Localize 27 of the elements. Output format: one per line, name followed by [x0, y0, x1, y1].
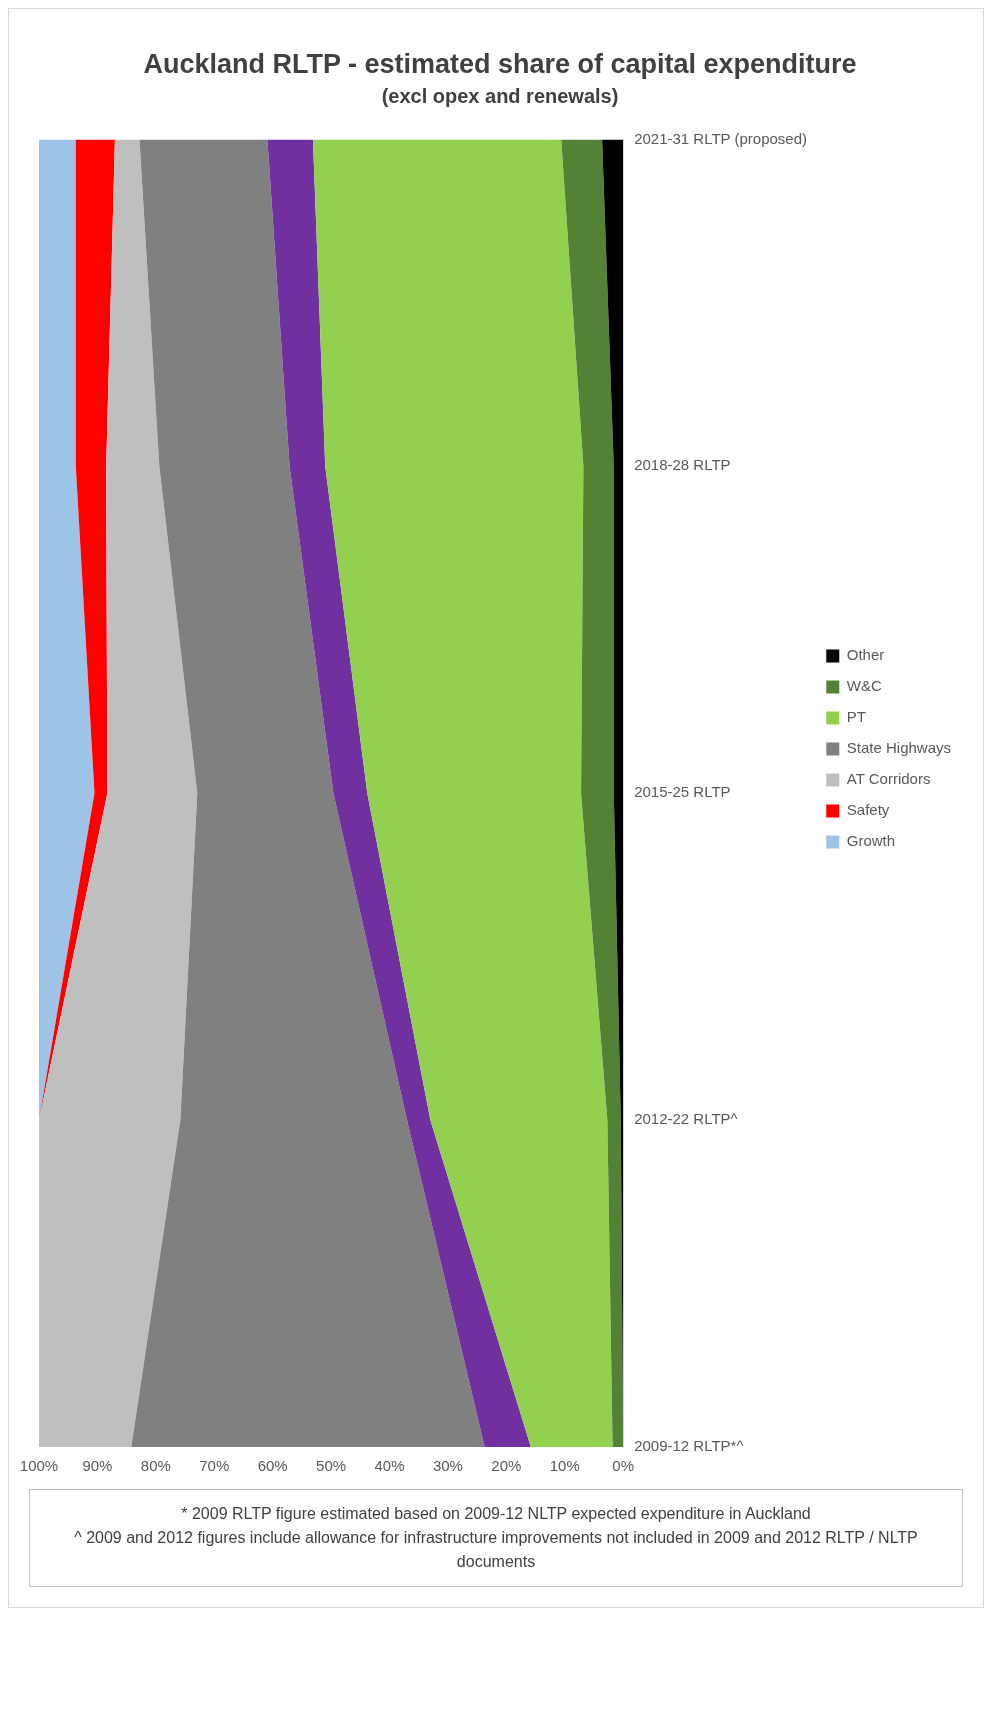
x-tick-label: 90% [82, 1457, 113, 1475]
legend-label: State Highways [846, 739, 951, 757]
y-tick-label: 2012-22 RLTP^ [634, 1110, 738, 1128]
chart-title: Auckland RLTP - estimated share of capital expenditure [143, 48, 857, 79]
legend-label: Growth [846, 832, 896, 850]
x-tick-label: 100% [19, 1457, 59, 1475]
text: * 2009 RLTP figure estimated based on 2009-12 NLTP expected expenditure in Auckland [180, 1504, 812, 1524]
x-tick-label: 30% [432, 1457, 463, 1475]
x-tick-label: 0% [612, 1457, 634, 1475]
text: ^ 2009 and 2012 figures include allowance for infrastructure improvements not included in 2009 and 2012 RLTP / NLTP documents [73, 1528, 919, 1572]
legend-label: AT Corridors [846, 770, 931, 788]
x-tick-label: 80% [140, 1457, 171, 1475]
legend-label: Other [846, 646, 885, 664]
y-tick-label: 2015-25 RLTP [634, 783, 731, 801]
y-tick-label: 2021-31 RLTP (proposed) [634, 129, 808, 147]
legend-label: W&C [846, 677, 882, 695]
x-tick-label: 70% [199, 1457, 230, 1475]
chart-subtitle: (excl opex and renewals) [381, 84, 619, 107]
x-tick-label: 10% [549, 1457, 580, 1475]
x-tick-label: 20% [491, 1457, 522, 1475]
y-tick-label: 2009-12 RLTP*^ [634, 1437, 744, 1455]
y-tick-label: 2018-28 RLTP [634, 456, 731, 474]
legend-label: PT [846, 708, 866, 726]
x-tick-label: 50% [316, 1457, 347, 1475]
legend-label: Safety [846, 801, 890, 819]
x-tick-label: 40% [374, 1457, 405, 1475]
x-tick-label: 60% [257, 1457, 288, 1475]
